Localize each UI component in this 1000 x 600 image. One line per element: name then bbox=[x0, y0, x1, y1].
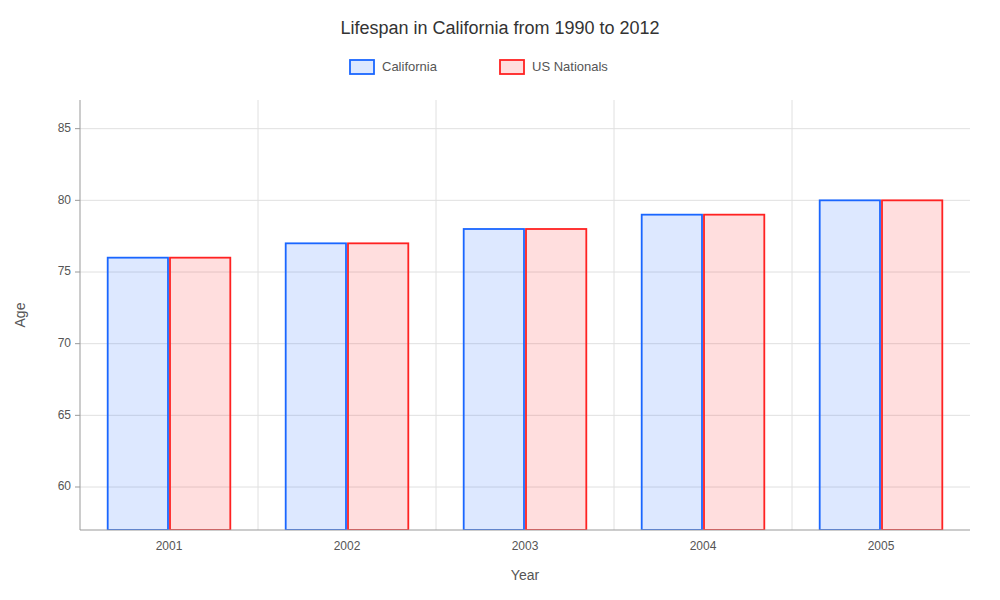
x-tick-label: 2002 bbox=[334, 539, 361, 553]
x-tick-label: 2001 bbox=[156, 539, 183, 553]
bar bbox=[526, 229, 586, 530]
legend: California US Nationals bbox=[350, 59, 608, 74]
x-tick-label: 2005 bbox=[868, 539, 895, 553]
y-tick bbox=[75, 415, 80, 416]
y-tick bbox=[75, 343, 80, 344]
bar bbox=[348, 243, 408, 530]
bar bbox=[286, 243, 346, 530]
grid-line bbox=[80, 128, 970, 129]
y-axis-line bbox=[80, 100, 81, 530]
y-tick bbox=[75, 272, 80, 273]
y-tick-label: 65 bbox=[58, 408, 72, 422]
bar bbox=[704, 215, 764, 530]
x-axis-label: Year bbox=[511, 567, 540, 583]
group-separator bbox=[792, 100, 793, 530]
y-axis-label: Age bbox=[12, 302, 28, 327]
bar bbox=[882, 200, 942, 530]
y-tick-label: 60 bbox=[58, 479, 72, 493]
x-axis-line bbox=[80, 530, 970, 531]
grid bbox=[80, 100, 970, 530]
chart-svg: 60 65 70 75 80 85 2001 2002 2003 2004 2005 Year Age L… bbox=[0, 0, 1000, 600]
axes: 60 65 70 75 80 85 2001 2002 2003 2004 2005 bbox=[58, 100, 970, 553]
y-tick-label: 80 bbox=[58, 193, 72, 207]
group-separator bbox=[258, 100, 259, 530]
bars bbox=[108, 200, 943, 530]
bar bbox=[170, 258, 230, 530]
y-tick-label: 85 bbox=[58, 121, 72, 135]
y-tick bbox=[75, 128, 80, 129]
legend-label: US Nationals bbox=[532, 59, 608, 74]
bar bbox=[464, 229, 524, 530]
chart-container: 60 65 70 75 80 85 2001 2002 2003 2004 2005 Year Age L… bbox=[0, 0, 1000, 600]
chart-title: Lifespan in California from 1990 to 2012 bbox=[340, 18, 659, 38]
y-tick-label: 70 bbox=[58, 336, 72, 350]
bar bbox=[642, 215, 702, 530]
x-tick-label: 2004 bbox=[690, 539, 717, 553]
bar bbox=[108, 258, 168, 530]
legend-label: California bbox=[382, 59, 438, 74]
x-tick-label: 2003 bbox=[512, 539, 539, 553]
group-separator bbox=[614, 100, 615, 530]
legend-swatch bbox=[350, 60, 374, 74]
group-separator bbox=[436, 100, 437, 530]
legend-swatch bbox=[500, 60, 524, 74]
y-tick-label: 75 bbox=[58, 264, 72, 278]
y-tick bbox=[75, 487, 80, 488]
y-tick bbox=[75, 200, 80, 201]
bar bbox=[820, 200, 880, 530]
